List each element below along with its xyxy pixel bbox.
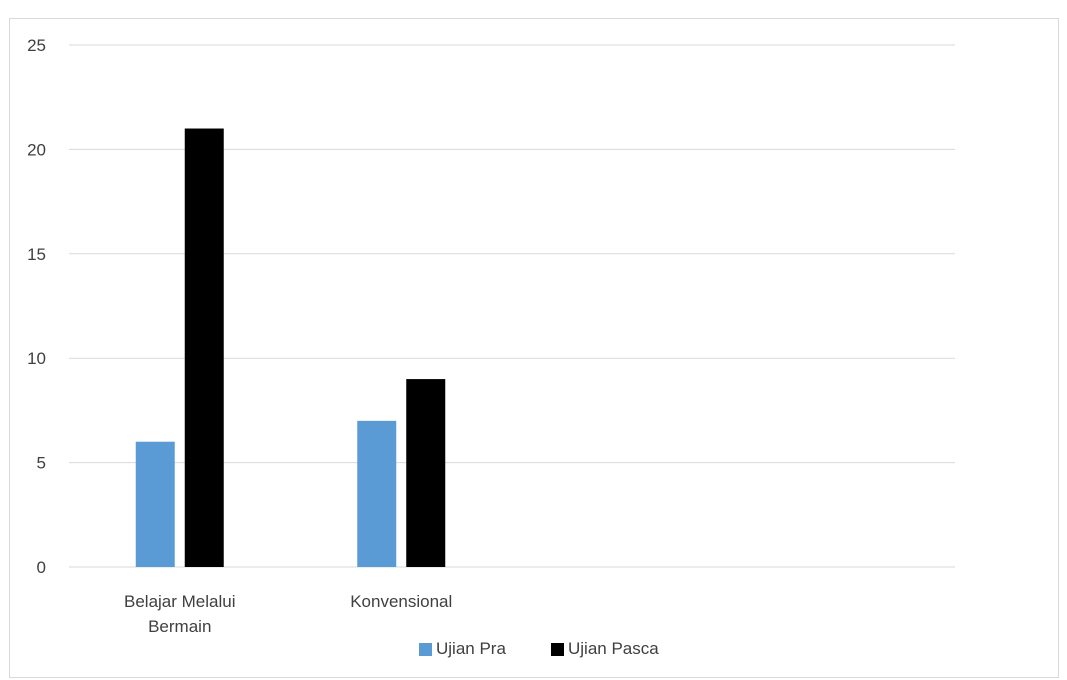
y-tick-label: 20	[27, 140, 46, 159]
category-label: Konvensional	[350, 592, 452, 611]
chart-frame	[9, 18, 1059, 678]
bar-1-1	[406, 379, 446, 567]
legend-swatch	[419, 643, 432, 656]
bars	[135, 128, 446, 567]
y-tick-label: 5	[37, 454, 46, 473]
legend-label: Ujian Pra	[436, 639, 506, 658]
x-axis-labels: Belajar Melalui Bermain Konvensional	[124, 592, 452, 636]
y-tick-label: 25	[27, 36, 46, 55]
y-tick-label: 10	[27, 349, 46, 368]
category-label: Belajar Melalui	[124, 592, 236, 611]
y-tick-label: 0	[37, 558, 46, 577]
category-label: Bermain	[148, 617, 211, 636]
bar-1-0	[184, 128, 224, 567]
y-axis-ticks: 0 5 10 15 20 25	[27, 36, 46, 577]
legend-label: Ujian Pasca	[568, 639, 659, 658]
y-tick-label: 15	[27, 245, 46, 264]
legend: Ujian Pra Ujian Pasca	[419, 639, 659, 658]
bar-0-0	[135, 441, 175, 567]
legend-swatch	[551, 643, 564, 656]
bar-0-1	[357, 420, 397, 567]
